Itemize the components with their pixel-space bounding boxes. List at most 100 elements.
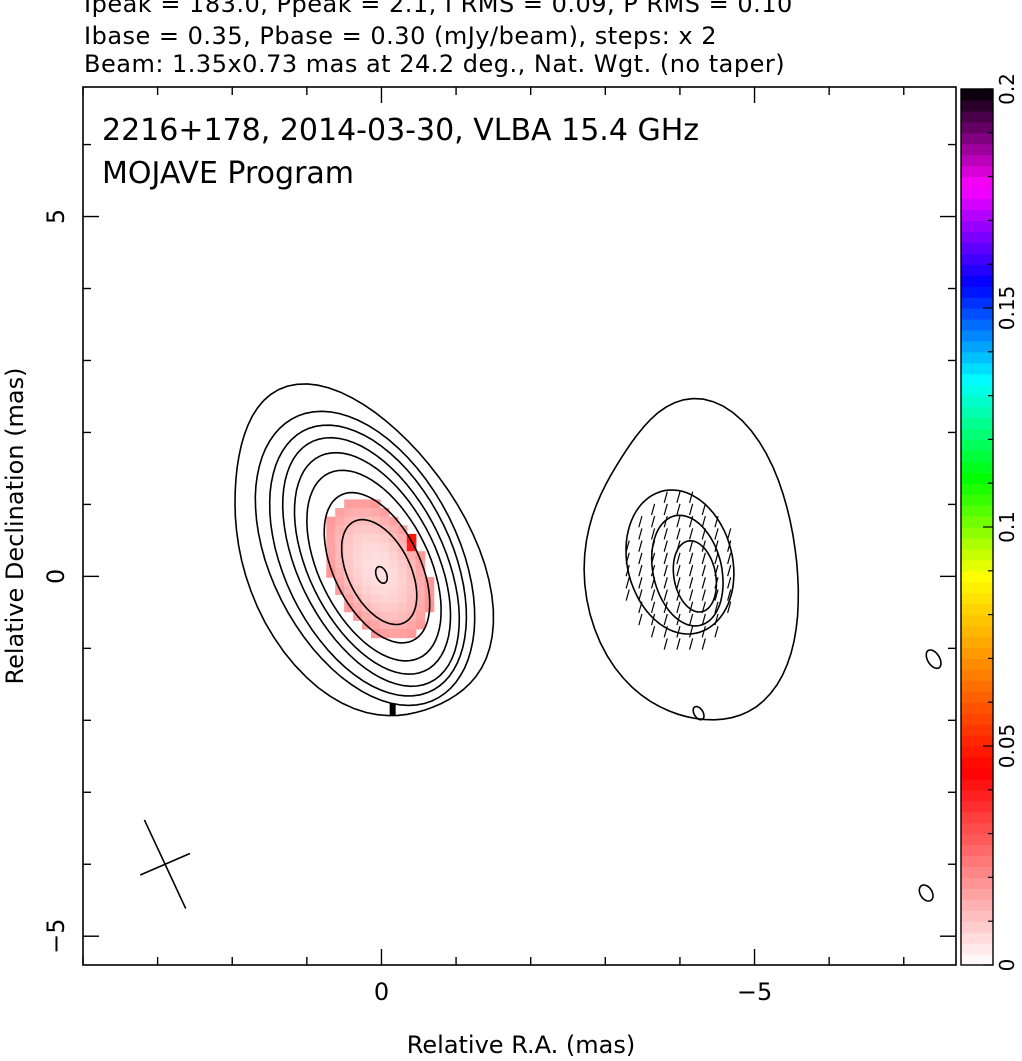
evpa-tick [727,552,732,565]
fp-pixel [335,577,345,587]
evpa-tick [676,528,681,540]
evpa-tick [701,515,706,528]
fp-pixel [415,585,426,595]
stokes-i-contour [234,383,495,717]
fp-pixel [415,594,426,604]
colorbar-swatch [961,603,993,616]
evpa-tick [688,564,694,577]
colorbar-tick-label: 0.15 [995,286,1019,331]
evpa-tick [650,540,656,552]
evpa-tick [638,515,643,528]
evpa-tick [625,589,630,601]
fp-pixel [362,533,372,544]
colorbar-swatch [961,132,993,145]
colorbar: 0 0.05 0.1 0.15 0.2 [960,73,1019,972]
fp-pixel [415,551,426,561]
evpa-tick [688,589,694,601]
fp-pixel [326,525,336,535]
colorbar-swatch [961,351,993,364]
fp-pixel [344,603,354,613]
fp-pixel [371,533,381,544]
colorbar-swatch [961,187,993,200]
fp-pixel [397,577,408,587]
fp-pixel [406,594,417,604]
evpa-tick [714,577,719,589]
fp-pixel [406,620,417,630]
evpa-tick [727,540,732,552]
evpa-tick [663,515,668,528]
colorbar-swatch [961,395,993,408]
colorbar-swatch [961,329,993,342]
polarized-contour [625,489,735,635]
fp-pixel [388,568,399,578]
evpa-tick [714,564,719,577]
fp-pixel [379,568,390,578]
colorbar-swatch [961,866,993,878]
evpa-tick [638,601,643,614]
evpa-tick [727,601,732,614]
fp-pixel [379,508,390,518]
fp-pixel [379,628,390,639]
evpa-tick [650,626,656,638]
fp-pixel [371,508,381,518]
fp-pixel [326,568,336,578]
fp-pixel [353,594,363,604]
evpa-tick [676,601,681,614]
colorbar-swatch [961,450,993,462]
fp-pixel [344,559,354,570]
colorbar-swatch [961,581,993,594]
evpa-tick [663,503,668,516]
evpa-tick [701,589,706,601]
evpa-tick [650,564,656,577]
colorbar-swatch [961,340,993,353]
fp-pixel [371,594,381,604]
header-line-2: Ibase = 0.35, Pbase = 0.30 (mJy/beam), s… [84,22,718,50]
y-axis-label: Relative Declination (mas) [1,367,29,684]
fp-pixel [353,568,363,578]
fp-pixel [344,551,354,561]
evpa-tick [625,552,630,565]
fp-pixel [371,603,381,613]
stokes-i-contour [374,565,388,584]
evpa-tick [638,528,643,540]
fp-pixel [397,551,408,561]
colorbar-tick-label: 0 [995,959,1019,972]
evpa-tick [688,613,694,626]
fp-pixel [353,508,363,518]
evpa-tick [676,540,681,552]
noise-contour [925,649,942,670]
fp-pixel [362,542,372,552]
fp-pixel [406,628,417,639]
fp-pixel [406,542,417,552]
fp-pixel [353,577,363,587]
fp-pixel [344,516,354,526]
fp-pixel [353,585,363,595]
colorbar-swatch [961,428,993,440]
fp-pixel [379,559,390,570]
noise-contour [692,705,705,721]
colorbar-swatch [961,527,993,539]
fp-pixel [397,628,408,639]
colorbar-swatch [961,702,993,714]
colorbar-swatch [961,811,993,824]
evpa-tick [688,540,694,552]
evpa-tick [663,491,668,503]
colorbar-swatch [961,899,993,911]
evpa-tick [676,589,681,601]
beam-minor-axis [139,852,191,876]
fp-pixel [353,559,363,570]
evpa-tick [676,626,681,638]
fp-pixel [415,603,426,613]
fp-pixel [335,542,345,552]
fp-pixel [353,603,363,613]
evpa-tick [714,528,719,540]
stokes-i-contour [323,491,431,644]
evpa-tick [727,577,732,589]
fp-pixel [379,611,390,621]
evpa-tick [688,626,694,638]
evpa-tick [688,515,694,528]
evpa-tick [650,613,656,626]
plot-frame: 0 −5 5 0 −5 [42,86,957,1006]
colorbar-swatch [961,121,993,134]
colorbar-swatch [961,724,993,736]
